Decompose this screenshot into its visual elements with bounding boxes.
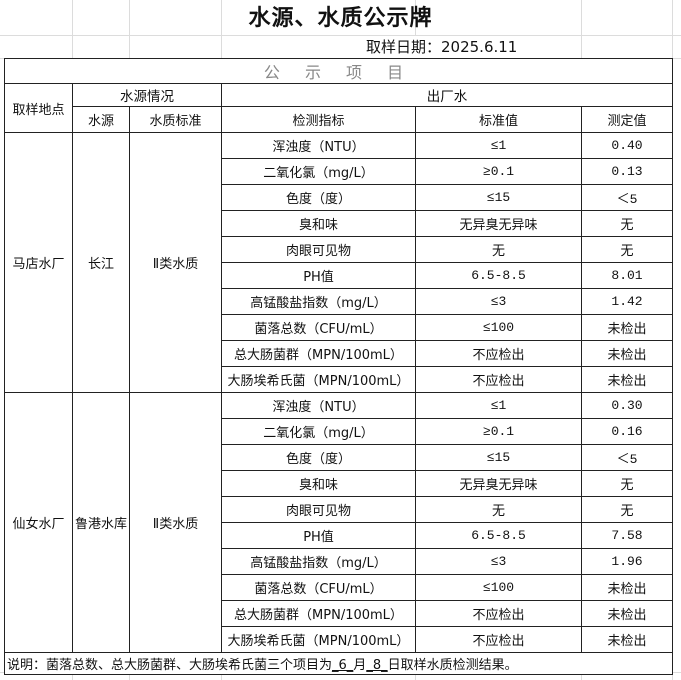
plant-standard: Ⅱ类水质 — [129, 132, 222, 393]
cell-measured: 未检出 — [581, 340, 673, 367]
cell-measured: 无 — [581, 496, 673, 523]
cell-indicator: 浑浊度（NTU） — [221, 132, 416, 159]
table-row: 二氧化氯（mg/L） ≥0.1 0.13 — [5, 158, 673, 185]
header-limit: 标准值 — [415, 106, 582, 133]
cell-indicator: 肉眼可见物 — [221, 496, 416, 523]
cell-limit: 无异臭无异味 — [415, 210, 582, 237]
note-day: _8_ — [366, 658, 388, 673]
header-measured: 测定值 — [581, 106, 673, 133]
sample-date: 取样日期：2025.6.11 — [366, 36, 522, 58]
plant-source: 鲁港水库 — [72, 392, 130, 653]
cell-indicator: 色度（度） — [221, 444, 416, 471]
cell-measured: 8.01 — [581, 262, 673, 289]
cell-limit: 不应检出 — [415, 626, 582, 653]
cell-limit: ≥0.1 — [415, 158, 582, 185]
note-prefix: 说明：菌落总数、总大肠菌群、大肠埃希氏菌三个项目为 — [7, 658, 333, 673]
cell-limit: ≥0.1 — [415, 418, 582, 445]
cell-indicator: 二氧化氯（mg/L） — [221, 418, 416, 445]
cell-measured: 0.30 — [581, 392, 673, 419]
cell-measured: 未检出 — [581, 314, 673, 341]
note-month: _6_ — [332, 658, 354, 673]
cell-measured: ＜5 — [581, 184, 673, 211]
plant-source: 长江 — [72, 132, 130, 393]
header-location: 取样地点 — [4, 83, 73, 133]
cell-measured: 未检出 — [581, 600, 673, 627]
cell-indicator: 大肠埃希氏菌（MPN/100mL） — [221, 366, 416, 393]
table-row: 臭和味 无异臭无异味无 — [5, 470, 673, 497]
cell-indicator: 菌落总数（CFU/mL） — [221, 574, 416, 601]
cell-measured: 无 — [581, 470, 673, 497]
cell-measured: 0.16 — [581, 418, 673, 445]
page-title: 水源、水质公示牌 — [248, 5, 433, 31]
cell-indicator: 臭和味 — [221, 210, 416, 237]
cell-indicator: 菌落总数（CFU/mL） — [221, 314, 416, 341]
table-row: 菌落总数（CFU/mL） ≤100 未检出 — [5, 314, 673, 341]
cell-indicator: PH值 — [221, 522, 416, 549]
table-row: 总大肠菌群（MPN/100mL） 不应检出 未检出 — [5, 600, 673, 627]
table-row: 色度（度） ≤15 ＜5 — [5, 444, 673, 471]
cell-limit: ≤15 — [415, 184, 582, 211]
cell-measured: 无 — [581, 236, 673, 263]
header-indicator: 检测指标 — [221, 106, 416, 133]
cell-limit: 无异臭无异味 — [415, 470, 582, 497]
table-row: PH值 6.5-8.5 8.01 — [5, 262, 673, 289]
cell-limit: ≤100 — [415, 574, 582, 601]
note-suffix: 日取样水质检测结果。 — [387, 658, 518, 673]
banner: 公 示 项 目 — [4, 58, 673, 84]
cell-limit: ≤1 — [415, 132, 582, 159]
cell-limit: 无 — [415, 496, 582, 523]
table-row: 臭和味 无异臭无异味无 — [5, 210, 673, 237]
table-row: 高锰酸盐指数（mg/L） ≤3 1.96 — [5, 548, 673, 575]
note-month-label: 月 — [353, 658, 367, 673]
cell-limit: ≤15 — [415, 444, 582, 471]
cell-indicator: 臭和味 — [221, 470, 416, 497]
cell-indicator: 大肠埃希氏菌（MPN/100mL） — [221, 626, 416, 653]
cell-limit: ≤1 — [415, 392, 582, 419]
table-row: 高锰酸盐指数（mg/L） ≤3 1.42 — [5, 288, 673, 315]
cell-measured: 未检出 — [581, 366, 673, 393]
cell-limit: 无 — [415, 236, 582, 263]
cell-indicator: 色度（度） — [221, 184, 416, 211]
cell-indicator: PH值 — [221, 262, 416, 289]
header-standard: 水质标准 — [129, 106, 222, 133]
cell-limit: 6.5-8.5 — [415, 262, 582, 289]
table-row: 肉眼可见物无无 — [5, 236, 673, 263]
table-row: 仙女水厂 鲁港水库 Ⅱ类水质 浑浊度（NTU） ≤1 0.30 — [4, 392, 673, 653]
cell-measured: 0.13 — [581, 158, 673, 185]
cell-measured: 未检出 — [581, 626, 673, 653]
table-row: 总大肠菌群（MPN/100mL） 不应检出 未检出 — [5, 340, 673, 367]
plant-location: 马店水厂 — [4, 132, 73, 393]
cell-limit: ≤3 — [415, 288, 582, 315]
plant-location: 仙女水厂 — [4, 392, 73, 653]
footnote: 说明：菌落总数、总大肠菌群、大肠埃希氏菌三个项目为_6_月_8_日取样水质检测结… — [4, 652, 673, 675]
cell-limit: ≤3 — [415, 548, 582, 575]
table-row: 马店水厂 长江 Ⅱ类水质 浑浊度（NTU） ≤1 0.40 — [4, 132, 673, 393]
cell-limit: 不应检出 — [415, 600, 582, 627]
cell-measured: 1.96 — [581, 548, 673, 575]
cell-measured: 7.58 — [581, 522, 673, 549]
cell-measured: 1.42 — [581, 288, 673, 315]
cell-limit: 不应检出 — [415, 340, 582, 367]
plant-standard: Ⅱ类水质 — [129, 392, 222, 653]
cell-indicator: 浑浊度（NTU） — [221, 392, 416, 419]
cell-indicator: 高锰酸盐指数（mg/L） — [221, 288, 416, 315]
water-quality-table: 公 示 项 目 取样地点 水源情况 出厂水 水源 水质标准 检测指标 标准值 测… — [4, 58, 673, 675]
cell-limit: 6.5-8.5 — [415, 522, 582, 549]
cell-measured: 未检出 — [581, 574, 673, 601]
header-source: 水源 — [72, 106, 130, 133]
cell-indicator: 二氧化氯（mg/L） — [221, 158, 416, 185]
cell-limit: ≤100 — [415, 314, 582, 341]
cell-indicator: 总大肠菌群（MPN/100mL） — [221, 600, 416, 627]
cell-measured: 无 — [581, 210, 673, 237]
cell-measured: ＜5 — [581, 444, 673, 471]
table-row: 大肠埃希氏菌（MPN/100mL） 不应检出 未检出 — [5, 626, 673, 653]
header-source-group: 水源情况 — [72, 83, 222, 107]
table-row: PH值 6.5-8.5 7.58 — [5, 522, 673, 549]
header-outlet-group: 出厂水 — [221, 83, 673, 107]
cell-indicator: 高锰酸盐指数（mg/L） — [221, 548, 416, 575]
cell-indicator: 肉眼可见物 — [221, 236, 416, 263]
cell-limit: 不应检出 — [415, 366, 582, 393]
cell-measured: 0.40 — [581, 132, 673, 159]
cell-indicator: 总大肠菌群（MPN/100mL） — [221, 340, 416, 367]
